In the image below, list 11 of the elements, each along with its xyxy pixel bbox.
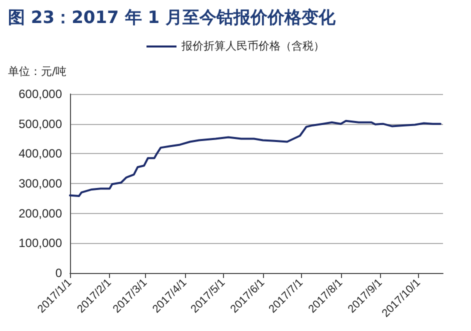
y-tick-label: 400,000: [18, 146, 62, 161]
y-tick-label: 300,000: [18, 176, 62, 190]
chart-title: 图 23：2017 年 1 月至今钴报价价格变化: [7, 7, 336, 30]
y-tick-label: 200,000: [18, 206, 62, 220]
line-series: [69, 120, 442, 198]
y-tick-label: 500,000: [18, 116, 62, 131]
legend-label: 报价折算人民币价格（含税）: [180, 40, 324, 52]
y-tick-label: 0: [55, 266, 62, 280]
y-axis-title: 单位：元/吨: [8, 65, 67, 78]
y-tick-label: 100,000: [18, 236, 62, 250]
y-tick-label: 600,000: [18, 87, 62, 101]
